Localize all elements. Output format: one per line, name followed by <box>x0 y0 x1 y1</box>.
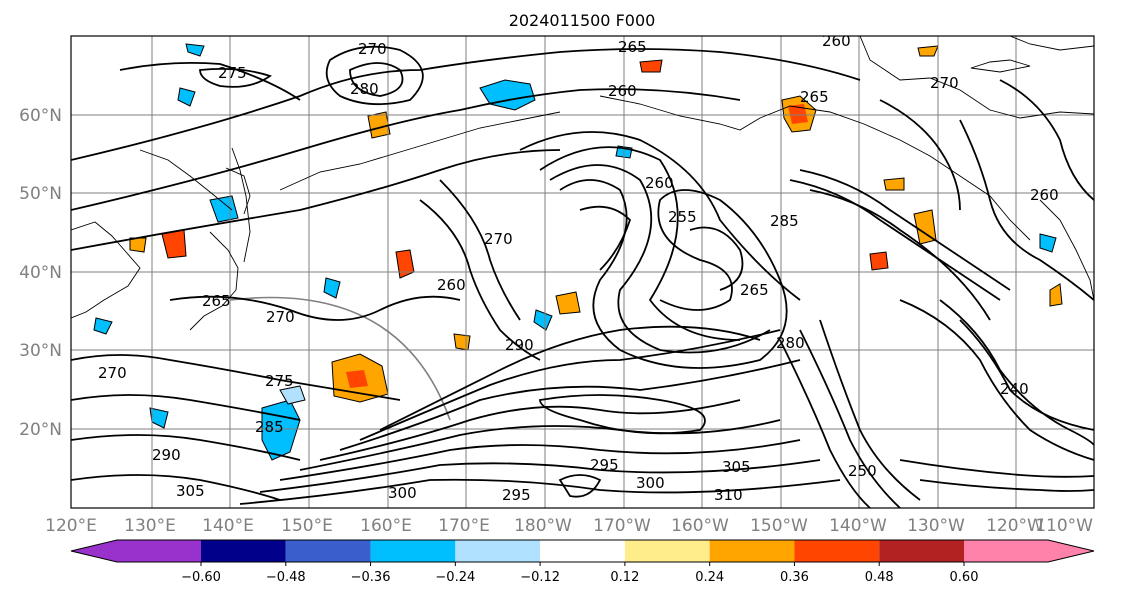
lat-label: 40°N <box>19 263 62 283</box>
colorbar-tick-label: −0.12 <box>520 570 560 585</box>
contour-label: 295 <box>590 456 619 474</box>
lon-label: 160°E <box>360 516 412 536</box>
lon-label: 120°E <box>45 516 97 536</box>
lat-label: 30°N <box>19 341 62 361</box>
contour-label: 265 <box>202 292 231 310</box>
contour-label: 250 <box>848 462 877 480</box>
contour-label: 275 <box>265 372 294 390</box>
contour-label: 270 <box>98 364 127 382</box>
lon-label: 180°W <box>514 516 572 536</box>
contour-label: 260 <box>822 32 851 50</box>
colorbar-segment <box>964 540 1094 562</box>
lon-label: 170°E <box>438 516 490 536</box>
contour-label: 265 <box>800 88 829 106</box>
contour-label: 260 <box>437 276 466 294</box>
lon-label: 140°W <box>829 516 887 536</box>
lon-label: 130°W <box>907 516 965 536</box>
colorbar-segment <box>624 540 710 562</box>
contour-label: 280 <box>776 334 805 352</box>
contour-label: 310 <box>714 486 743 504</box>
colorbar-tick-label: 0.12 <box>610 570 639 585</box>
colorbar-tick-label: 0.48 <box>865 570 894 585</box>
contour-label: 255 <box>668 208 697 226</box>
lon-label: 150°E <box>281 516 333 536</box>
colorbar-segment <box>540 540 625 562</box>
lon-label: 110°W <box>1035 516 1093 536</box>
contour-label: 260 <box>645 174 674 192</box>
lon-label: 120°W <box>986 516 1044 536</box>
colorbar-tick-label: 0.36 <box>780 570 809 585</box>
contour-label: 300 <box>636 474 665 492</box>
contour-label: 305 <box>722 458 751 476</box>
colorbar-segment <box>455 540 541 562</box>
lon-label: 150°W <box>750 516 808 536</box>
contour-label: 285 <box>770 212 799 230</box>
colorbar-segment <box>201 540 286 562</box>
map-panel: 270 265 260 275 280 270 265 260 255 260 … <box>70 32 1095 509</box>
colorbar-ticks: −0.60 −0.48 −0.36 −0.24 −0.12 0.12 0.24 0.36 0.4… <box>181 562 978 585</box>
colorbar-tick-label: −0.24 <box>435 570 475 585</box>
contour-label: 270 <box>484 230 513 248</box>
contour-label: 260 <box>1030 186 1059 204</box>
colorbar-tick-label: −0.60 <box>181 570 221 585</box>
contour-label: 240 <box>1000 380 1029 398</box>
contour-label: 260 <box>608 82 637 100</box>
contour-label: 265 <box>618 38 647 56</box>
contour-label: 270 <box>930 74 959 92</box>
contour-label: 290 <box>152 446 181 464</box>
height-contours <box>71 45 1094 508</box>
colorbar-segment <box>794 540 880 562</box>
lat-label: 50°N <box>19 184 62 204</box>
positive-anomaly-patches <box>129 45 1063 403</box>
contour-label: 300 <box>388 484 417 502</box>
colorbar-segment <box>285 540 371 562</box>
contour-label: 290 <box>505 336 534 354</box>
contour-label: 305 <box>176 482 205 500</box>
lat-label: 60°N <box>19 106 62 126</box>
lon-label: 130°E <box>124 516 176 536</box>
colorbar-segments <box>70 539 1095 563</box>
contour-label: 285 <box>255 418 284 436</box>
colorbar-segment <box>71 540 201 562</box>
colorbar-tick-label: 0.24 <box>695 570 724 585</box>
colorbar-segment <box>709 540 795 562</box>
contour-labels: 270 265 260 275 280 270 265 260 255 260 … <box>98 32 1059 504</box>
map-title: 2024011500 F000 <box>509 11 656 30</box>
colorbar-outline <box>70 539 1095 563</box>
colorbar-segment <box>879 540 964 562</box>
contour-label: 270 <box>266 308 295 326</box>
contour-label: 280 <box>350 80 379 98</box>
latitude-labels: 60°N 50°N 40°N 30°N 20°N <box>19 106 62 440</box>
lon-label: 160°W <box>671 516 729 536</box>
contour-label: 295 <box>502 486 531 504</box>
lat-label: 20°N <box>19 420 62 440</box>
map-frame <box>70 35 1095 509</box>
coastlines <box>71 36 1094 421</box>
contour-label: 270 <box>358 40 387 58</box>
lon-label: 170°W <box>593 516 651 536</box>
lon-label: 140°E <box>202 516 254 536</box>
colorbar-tick-label: 0.60 <box>950 570 979 585</box>
gridlines <box>71 36 1094 508</box>
contour-label: 275 <box>218 64 247 82</box>
colorbar-tick-label: −0.36 <box>351 570 391 585</box>
contour-label: 265 <box>740 281 769 299</box>
colorbar: −0.60 −0.48 −0.36 −0.24 −0.12 0.12 0.24 0.36 0.4… <box>70 539 1095 585</box>
colorbar-segment <box>370 540 456 562</box>
longitude-labels: 120°E 130°E 140°E 150°E 160°E 170°E 180°… <box>45 516 1093 536</box>
colorbar-tick-label: −0.48 <box>266 570 306 585</box>
